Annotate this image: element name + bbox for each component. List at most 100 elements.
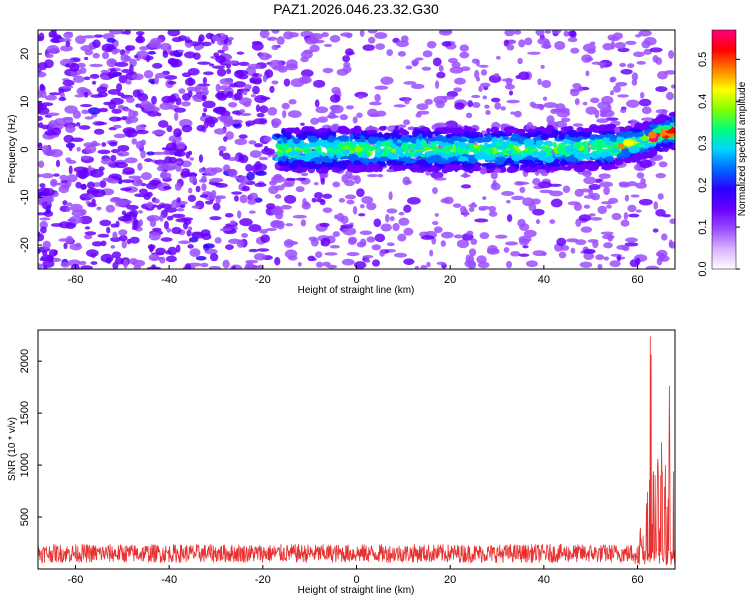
heatmap-cell	[65, 221, 76, 230]
heatmap-cell	[374, 233, 386, 243]
heatmap-cell	[239, 194, 248, 204]
heatmap-cell	[500, 106, 506, 111]
heatmap-cell	[439, 128, 452, 135]
heatmap-cell	[160, 237, 173, 242]
heatmap-cell	[259, 105, 269, 114]
heatmap-cell	[375, 148, 381, 153]
heatmap-cell	[266, 37, 272, 41]
heatmap-cell	[222, 259, 230, 269]
heatmap-cell	[522, 159, 534, 166]
heatmap-cell	[145, 191, 153, 198]
heatmap-cell	[237, 88, 251, 93]
heatmap-cell	[248, 192, 258, 200]
heatmap-cell	[492, 179, 497, 188]
heatmap-cell	[242, 90, 248, 96]
heatmap-cell	[665, 91, 674, 101]
heatmap-cell	[620, 108, 627, 114]
heatmap-cell	[238, 134, 248, 139]
heatmap-cell	[99, 219, 112, 227]
heatmap-cell	[563, 30, 569, 37]
heatmap-cell	[549, 166, 559, 172]
heatmap-cell	[188, 187, 193, 194]
heatmap-cell	[148, 254, 160, 262]
heatmap-cell	[241, 185, 251, 192]
heatmap-cell	[478, 205, 491, 210]
heatmap-cell	[589, 216, 603, 221]
heatmap-cell	[560, 245, 570, 251]
x-tick-label: 40	[538, 574, 550, 586]
heatmap-cell	[174, 112, 179, 121]
heatmap-cell	[255, 170, 267, 176]
heatmap-cell	[374, 93, 381, 102]
heatmap-cell	[234, 138, 248, 146]
heatmap-cell	[281, 102, 290, 110]
heatmap-cell	[391, 147, 396, 154]
heatmap-cell	[550, 129, 559, 136]
heatmap-cell	[230, 264, 243, 269]
heatmap-cell	[597, 205, 608, 215]
heatmap-cell	[59, 174, 68, 181]
heatmap-cell	[422, 50, 433, 58]
heatmap-cell	[259, 30, 270, 39]
heatmap-cell	[603, 151, 610, 155]
heatmap-cell	[462, 208, 469, 218]
heatmap-cell	[576, 126, 585, 133]
heatmap-cell	[613, 142, 619, 148]
heatmap-cell	[171, 226, 182, 235]
heatmap-cell	[109, 59, 117, 65]
heatmap-cell	[208, 265, 222, 269]
heatmap-cell	[304, 162, 312, 168]
heatmap-cell	[84, 116, 94, 120]
heatmap-cell	[570, 47, 580, 54]
y-tick-label: 1000	[19, 453, 31, 477]
heatmap-cell	[511, 195, 525, 201]
heatmap-cell	[638, 198, 653, 206]
heatmap-cell	[583, 252, 595, 261]
heatmap-cell	[53, 249, 58, 256]
heatmap-cell	[504, 241, 519, 246]
heatmap-cell	[372, 157, 380, 163]
heatmap-cell	[582, 169, 592, 178]
heatmap-cell	[495, 141, 502, 147]
heatmap-cell	[545, 167, 551, 173]
heatmap-cell	[165, 255, 177, 263]
heatmap-cell	[397, 51, 407, 57]
heatmap-cell	[75, 122, 81, 127]
heatmap-cell	[101, 43, 115, 53]
heatmap-cell	[340, 215, 349, 224]
heatmap-cell	[114, 61, 129, 67]
heatmap-cell	[608, 144, 615, 151]
heatmap-cell	[583, 194, 597, 199]
heatmap-cell	[397, 160, 405, 165]
heatmap-cell	[535, 30, 545, 37]
heatmap-cell	[281, 182, 295, 188]
spectrogram-y-ticks: 20 10 0 -10 -20	[19, 48, 42, 253]
heatmap-cell	[378, 126, 387, 131]
heatmap-cell	[574, 98, 580, 106]
heatmap-cell	[539, 104, 544, 111]
heatmap-cell	[485, 147, 494, 155]
heatmap-cell	[203, 107, 208, 113]
heatmap-cell	[121, 240, 127, 249]
heatmap-cell	[247, 199, 257, 205]
heatmap-cell	[321, 151, 326, 157]
heatmap-cell	[320, 177, 325, 185]
heatmap-cell	[460, 66, 471, 72]
heatmap-cell	[416, 103, 429, 110]
heatmap-cell	[175, 218, 189, 223]
heatmap-cell	[108, 116, 122, 122]
heatmap-cell	[620, 68, 633, 75]
heatmap-cell	[144, 158, 153, 163]
heatmap-cell	[376, 110, 387, 117]
heatmap-cell	[432, 187, 438, 195]
heatmap-cell	[359, 30, 365, 37]
heatmap-cell	[322, 158, 334, 163]
heatmap-cell	[340, 131, 352, 135]
heatmap-cell	[84, 231, 97, 236]
heatmap-cell	[493, 168, 502, 173]
heatmap-cell	[313, 182, 319, 186]
heatmap-cell	[426, 40, 437, 49]
heatmap-cell	[591, 161, 600, 170]
heatmap-cell	[101, 158, 114, 165]
heatmap-cell	[276, 36, 285, 45]
